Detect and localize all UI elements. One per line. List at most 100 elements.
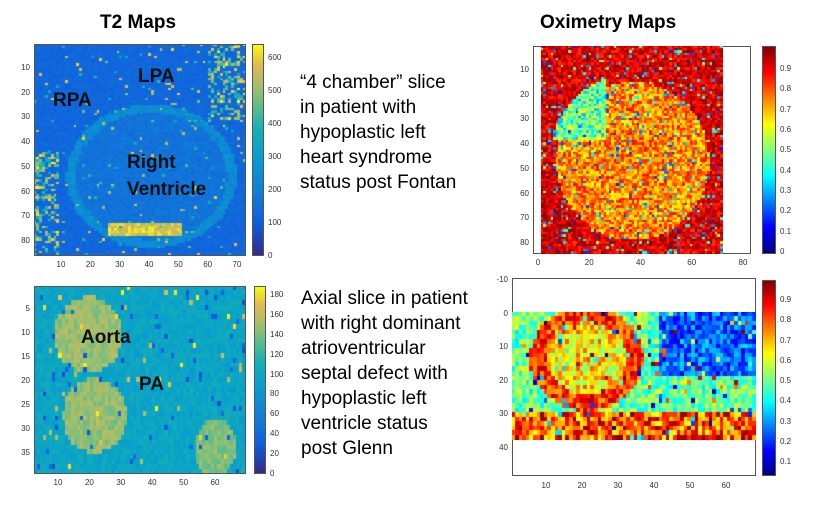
oxi-bottom-cbar-tick-label: 0.7 <box>780 335 792 345</box>
top-description-line: in patient with <box>300 97 417 118</box>
bottom-description-line: Axial slice in patient <box>301 288 468 309</box>
t2-map-bottom-colorbar <box>254 286 266 474</box>
t2-bottom-cbar-tick-label: 0 <box>270 469 275 478</box>
t2-map-bottom-image <box>34 286 246 474</box>
t2-bottom-cbar-tick-label: 140 <box>270 329 284 339</box>
t2-bottom-x-tick-label: 10 <box>53 478 63 487</box>
bottom-description: Axial slice in patient with right domina… <box>301 286 468 461</box>
t2-map-bottom-colorbar-frame <box>254 286 266 474</box>
t2-top-x-tick-label: 10 <box>56 260 66 269</box>
oxi-top-cbar-tick-label: 0.6 <box>780 125 792 134</box>
oxi-bottom-x-tick-label: 20 <box>577 481 587 490</box>
t2-top-x-tick-label: 40 <box>144 260 154 269</box>
oxi-bottom-y-tick-label: 10 <box>499 342 508 352</box>
t2-bottom-y-tick-label: 20 <box>21 376 30 385</box>
oxi-bottom-x-tick-label: 30 <box>613 481 623 490</box>
oxi-top-cbar-tick-label: 0.9 <box>780 64 792 73</box>
t2-top-y-tick-label: 30 <box>21 112 30 122</box>
bottom-description-line: with right dominant <box>301 313 461 334</box>
top-description-line: “4 chamber” slice <box>300 72 446 93</box>
oxi-top-x-tick-label: 0 <box>535 258 541 267</box>
t2-top-cbar-tick-label: 200 <box>268 185 282 194</box>
top-description-line: heart syndrome <box>300 147 433 168</box>
t2-map-top-image <box>34 44 246 256</box>
oxi-bottom-y-tick-label: 30 <box>499 409 508 419</box>
t2-bottom-y-tick-label: 35 <box>21 448 30 457</box>
top-description-line: status post Fontan <box>300 172 457 193</box>
oxi-top-cbar-tick-label: 0.2 <box>780 206 792 216</box>
oxi-top-cbar-tick-label: 0.1 <box>780 226 792 236</box>
t2-top-cbar-tick-label: 300 <box>268 152 282 161</box>
pa-label: PA <box>139 374 164 395</box>
t2-top-y-tick-label: 50 <box>21 161 30 171</box>
t2-top-x-tick-label: 60 <box>203 260 213 269</box>
t2-map-bottom-axes <box>34 286 246 474</box>
t2-bottom-cbar-tick-label: 100 <box>270 369 284 379</box>
oxi-top-x-tick-label: 60 <box>687 258 697 267</box>
oxi-bottom-cbar-tick-label: 0.3 <box>780 416 792 426</box>
t2-bottom-y-tick-label: 10 <box>21 328 30 337</box>
t2-top-cbar-tick-label: 0 <box>268 251 273 260</box>
t2-bottom-cbar-tick-label: 180 <box>270 290 284 299</box>
t2-bottom-x-tick-label: 20 <box>84 478 94 487</box>
bottom-description-line: post Glenn <box>301 438 393 459</box>
oxi-bottom-x-tick-label: 10 <box>541 481 551 490</box>
bottom-description-line: ventricle status <box>301 413 428 434</box>
t2-bottom-cbar-tick-label: 40 <box>270 429 279 439</box>
bottom-description-line: atrioventricular <box>301 338 426 359</box>
oximetry-map-top-colorbar-frame <box>762 46 776 254</box>
t2-maps-heading: T2 Maps <box>100 12 177 33</box>
oxi-top-y-tick-label: 30 <box>520 114 529 124</box>
t2-top-y-tick-label: 80 <box>21 236 30 245</box>
oxi-bottom-y-tick-label: 20 <box>499 375 508 385</box>
oxi-bottom-x-tick-label: 60 <box>721 481 731 490</box>
oxi-top-cbar-tick-label: 0.3 <box>780 186 792 195</box>
t2-bottom-cbar-tick-label: 80 <box>270 389 279 399</box>
oxi-top-cbar-tick-label: 0.5 <box>780 145 792 155</box>
t2-top-x-tick-label: 20 <box>85 260 95 269</box>
t2-top-y-tick-label: 20 <box>21 87 30 97</box>
oxi-top-y-tick-label: 20 <box>520 89 529 99</box>
oximetry-map-bottom-image <box>512 312 756 440</box>
oximetry-map-top-colorbar <box>762 46 776 254</box>
t2-top-cbar-tick-label: 600 <box>268 53 282 62</box>
oxi-bottom-x-tick-label: 40 <box>649 481 659 490</box>
oxi-top-cbar-tick-label: 0 <box>780 247 785 256</box>
t2-top-y-tick-label: 10 <box>21 63 30 72</box>
t2-map-top-axes <box>34 44 246 256</box>
t2-map-top-colorbar <box>252 44 264 256</box>
oxi-top-cbar-tick-label: 0.4 <box>780 165 792 175</box>
oximetry-map-bottom-colorbar <box>762 280 776 476</box>
oxi-bottom-y-tick-label: 0 <box>503 308 508 318</box>
oxi-top-x-tick-label: 20 <box>584 258 594 267</box>
top-description-line: hypoplastic left <box>300 122 426 143</box>
aorta-label: Aorta <box>81 327 131 348</box>
oxi-top-cbar-tick-label: 0.8 <box>780 84 792 94</box>
t2-bottom-cbar-tick-label: 20 <box>270 449 279 459</box>
rpa-label: RPA <box>53 90 92 111</box>
t2-top-y-tick-label: 40 <box>21 137 30 147</box>
oximetry-maps-heading: Oximetry Maps <box>540 12 677 33</box>
oxi-top-y-tick-label: 50 <box>520 163 529 173</box>
oxi-bottom-cbar-tick-label: 0.5 <box>780 376 792 385</box>
t2-bottom-x-tick-label: 50 <box>179 478 189 487</box>
t2-top-y-tick-label: 70 <box>21 211 30 221</box>
t2-bottom-cbar-tick-label: 160 <box>270 309 284 319</box>
t2-top-x-tick-label: 30 <box>115 260 125 269</box>
oxi-top-y-tick-label: 10 <box>520 65 529 74</box>
t2-bottom-cbar-tick-label: 60 <box>270 409 279 419</box>
t2-bottom-x-tick-label: 30 <box>116 478 126 487</box>
oxi-bottom-y-tick-label: 40 <box>499 443 508 452</box>
t2-bottom-x-tick-label: 60 <box>210 478 220 487</box>
t2-bottom-y-tick-label: 25 <box>21 400 30 409</box>
oxi-top-x-tick-label: 40 <box>636 258 645 267</box>
t2-top-cbar-tick-label: 400 <box>268 119 282 128</box>
oxi-bottom-x-tick-label: 50 <box>685 481 695 490</box>
top-description: “4 chamber” slice in patient with hypopl… <box>300 70 456 195</box>
t2-bottom-y-tick-label: 5 <box>25 304 30 313</box>
t2-top-cbar-tick-label: 100 <box>268 218 282 227</box>
t2-top-y-tick-label: 60 <box>21 186 30 196</box>
oxi-bottom-cbar-tick-label: 0.6 <box>780 355 792 365</box>
oxi-bottom-cbar-tick-label: 0.9 <box>780 295 792 304</box>
right-ventricle-label-line1: Right <box>127 152 176 173</box>
